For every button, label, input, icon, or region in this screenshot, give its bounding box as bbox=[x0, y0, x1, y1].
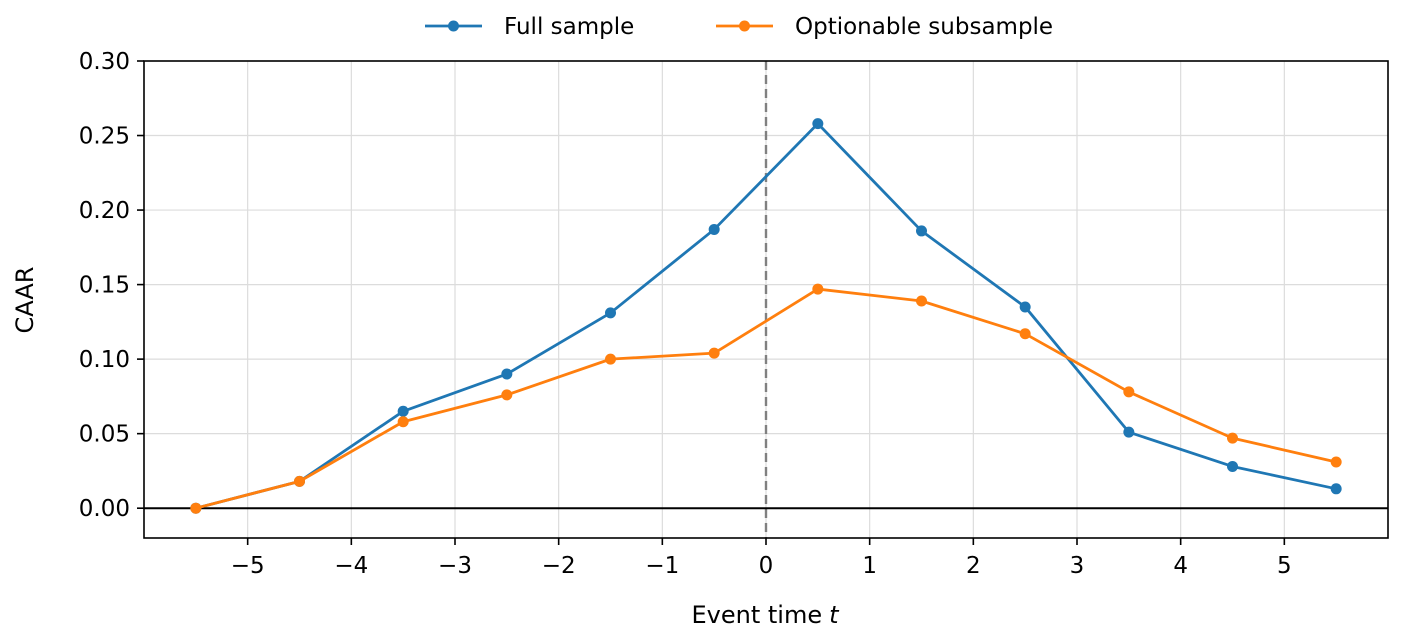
data-point bbox=[397, 405, 409, 417]
data-point bbox=[190, 502, 202, 514]
x-axis-label-text: Event time bbox=[691, 601, 822, 629]
legend: Full sample Optionable subsample bbox=[425, 14, 1053, 40]
data-point bbox=[1330, 483, 1342, 495]
data-point bbox=[501, 368, 513, 380]
legend-label: Full sample bbox=[504, 14, 634, 40]
legend-entry-0: Full sample bbox=[425, 14, 634, 40]
y-tick-label: 0.15 bbox=[79, 273, 130, 299]
series-line bbox=[195, 122, 1337, 510]
data-point bbox=[501, 389, 513, 401]
series bbox=[190, 118, 1342, 514]
y-tick-label: 0.30 bbox=[79, 49, 130, 75]
data-point bbox=[605, 307, 616, 319]
data-point bbox=[1227, 460, 1238, 472]
x-tick-label: 2 bbox=[966, 553, 981, 579]
legend-marker bbox=[448, 20, 459, 32]
data-point bbox=[294, 475, 305, 487]
legend-marker bbox=[739, 20, 750, 32]
data-point bbox=[708, 347, 720, 359]
y-tick-label: 0.25 bbox=[79, 124, 130, 150]
x-axis-ticks: −5 −4 −3 −2 −1 0 1 2 3 4 5 bbox=[231, 538, 1292, 579]
data-point bbox=[397, 416, 409, 428]
data-point bbox=[708, 223, 720, 235]
y-tick-label: 0.00 bbox=[79, 496, 130, 522]
series-1 bbox=[190, 283, 1342, 514]
data-point bbox=[1227, 432, 1238, 444]
series-line bbox=[195, 287, 1337, 510]
x-tick-label: 0 bbox=[759, 553, 774, 579]
x-tick-label: 3 bbox=[1070, 553, 1085, 579]
legend-entry-1: Optionable subsample bbox=[716, 14, 1053, 40]
x-tick-label: 5 bbox=[1277, 553, 1292, 579]
y-tick-label: 0.20 bbox=[79, 198, 130, 224]
y-axis-label: CAAR bbox=[11, 267, 39, 334]
x-tick-label: 1 bbox=[862, 553, 877, 579]
x-tick-label: −1 bbox=[645, 553, 679, 579]
data-point bbox=[1123, 386, 1135, 398]
data-point bbox=[1330, 456, 1342, 468]
x-axis-label-variable: t bbox=[829, 601, 840, 629]
x-tick-label: 4 bbox=[1173, 553, 1188, 579]
y-tick-label: 0.10 bbox=[79, 347, 130, 373]
x-tick-label: −5 bbox=[231, 553, 265, 579]
x-tick-label: −4 bbox=[334, 553, 368, 579]
data-point bbox=[605, 353, 616, 365]
legend-label: Optionable subsample bbox=[795, 14, 1053, 40]
data-point bbox=[916, 225, 927, 237]
reference-lines bbox=[144, 61, 1388, 538]
data-point bbox=[812, 283, 824, 295]
data-point bbox=[1123, 426, 1135, 438]
data-point bbox=[812, 118, 824, 130]
data-point bbox=[1019, 301, 1031, 313]
y-tick-label: 0.05 bbox=[79, 422, 130, 448]
y-axis-ticks: 0.00 0.05 0.10 0.15 0.20 0.25 0.30 bbox=[79, 49, 144, 522]
x-tick-label: −3 bbox=[438, 553, 472, 579]
x-tick-label: −2 bbox=[542, 553, 576, 579]
data-point bbox=[1019, 328, 1031, 340]
data-point bbox=[916, 295, 927, 307]
x-axis-label: Event time t bbox=[691, 601, 840, 629]
